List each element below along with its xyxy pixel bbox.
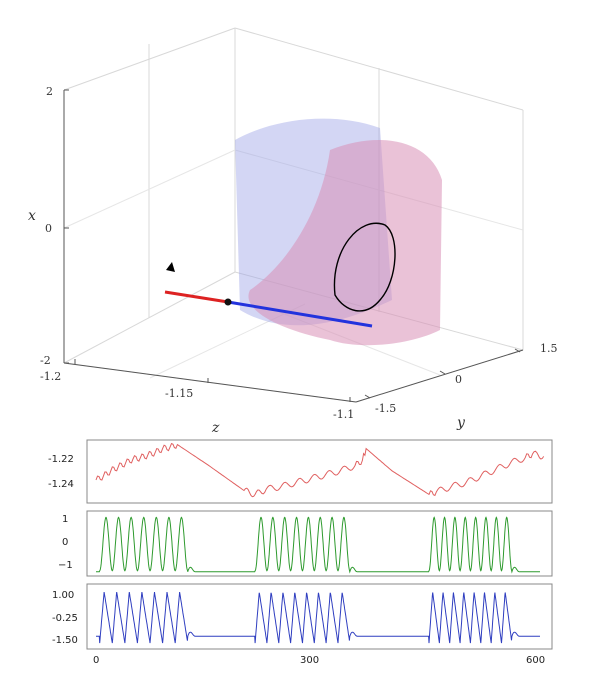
y-axis-label: y bbox=[456, 415, 466, 431]
panel-2-ytick-2: 0 bbox=[62, 537, 68, 548]
trajectory bbox=[164, 222, 396, 328]
x-tick-0: 0 bbox=[93, 655, 99, 666]
y-tick-1: -1.5 bbox=[375, 402, 396, 415]
panel-3-series-line bbox=[96, 592, 540, 644]
slow-manifold-surfaces bbox=[235, 118, 442, 346]
time-series-panel-3: 1.00 -0.25 -1.50 0 300 600 bbox=[52, 583, 553, 666]
z-tick-2: -1.15 bbox=[165, 387, 193, 400]
z-tick-1: -1.2 bbox=[40, 370, 61, 383]
panel-1-frame bbox=[86, 439, 553, 504]
x-tick-300: 300 bbox=[300, 655, 319, 666]
red-manifold-segment bbox=[164, 290, 229, 304]
direction-arrow bbox=[166, 262, 175, 272]
y-tick-3: 1.5 bbox=[540, 342, 558, 355]
x-axis-label: x bbox=[28, 208, 36, 224]
time-series-panel-1: -1.22 -1.24 bbox=[48, 439, 553, 504]
grid-line bbox=[63, 149, 236, 229]
panel-2-ytick-3: −1 bbox=[58, 560, 73, 571]
panel-2-series-line bbox=[96, 516, 540, 574]
panel-2-ytick-1: 1 bbox=[62, 514, 68, 525]
axis-line bbox=[355, 349, 524, 403]
blue-manifold-segment bbox=[227, 300, 373, 328]
panel-1-series-line bbox=[95, 442, 545, 498]
surface-pink bbox=[248, 140, 442, 346]
y-tick-mark bbox=[439, 370, 446, 375]
3d-phase-portrait: 2 0 -2 -1.2 -1.15 -1.1 -1.5 0 1.5 x z y bbox=[28, 27, 558, 436]
axis-line bbox=[63, 362, 357, 403]
panel-1-ytick-1: -1.22 bbox=[48, 454, 74, 465]
panel-3-ytick-2: -0.25 bbox=[52, 613, 78, 624]
z-axis-label: z bbox=[211, 420, 220, 436]
panel-3-ytick-3: -1.50 bbox=[52, 635, 78, 646]
z-tick-3: -1.1 bbox=[333, 408, 354, 421]
3d-tick-labels: 2 0 -2 -1.2 -1.15 -1.1 -1.5 0 1.5 x z y bbox=[28, 85, 558, 436]
panel-1-ytick-2: -1.24 bbox=[48, 479, 74, 490]
panel-2-frame bbox=[86, 510, 553, 577]
y-tick-mark bbox=[364, 394, 371, 399]
time-series-panel-2: 1 0 −1 bbox=[58, 510, 553, 577]
y-tick-mark bbox=[514, 348, 521, 353]
fold-point bbox=[224, 298, 232, 306]
trajectory-inner-loop bbox=[333, 222, 396, 312]
x-tick-0: 0 bbox=[45, 222, 52, 235]
x-tick-600: 600 bbox=[526, 655, 545, 666]
panel-3-ytick-1: 1.00 bbox=[52, 590, 74, 601]
x-tick-2: 2 bbox=[46, 85, 53, 98]
x-tick-neg2: -2 bbox=[40, 354, 51, 367]
panel-3-frame bbox=[86, 583, 553, 650]
y-tick-2: 0 bbox=[455, 373, 462, 386]
